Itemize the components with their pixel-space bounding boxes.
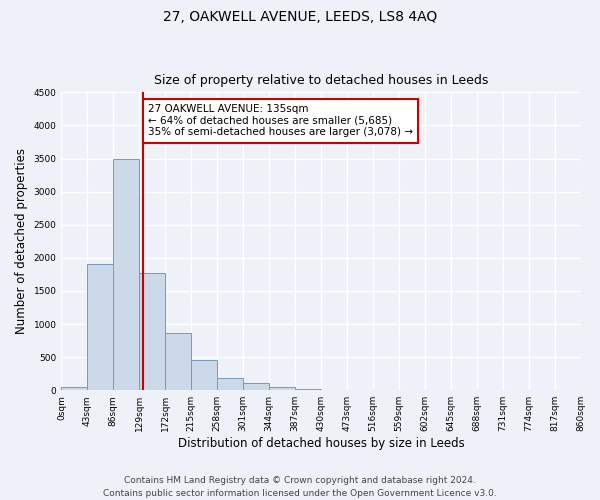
Text: 27 OAKWELL AVENUE: 135sqm
← 64% of detached houses are smaller (5,685)
35% of se: 27 OAKWELL AVENUE: 135sqm ← 64% of detac… bbox=[148, 104, 413, 138]
Bar bbox=[165, 332, 191, 390]
Bar bbox=[113, 158, 139, 390]
Y-axis label: Number of detached properties: Number of detached properties bbox=[15, 148, 28, 334]
Bar bbox=[243, 384, 269, 390]
Bar bbox=[88, 264, 113, 390]
Bar bbox=[295, 389, 321, 390]
X-axis label: Distribution of detached houses by size in Leeds: Distribution of detached houses by size … bbox=[178, 437, 464, 450]
Text: Contains HM Land Registry data © Crown copyright and database right 2024.
Contai: Contains HM Land Registry data © Crown c… bbox=[103, 476, 497, 498]
Text: 27, OAKWELL AVENUE, LEEDS, LS8 4AQ: 27, OAKWELL AVENUE, LEEDS, LS8 4AQ bbox=[163, 10, 437, 24]
Bar bbox=[269, 386, 295, 390]
Bar bbox=[217, 378, 243, 390]
Bar bbox=[139, 272, 165, 390]
Title: Size of property relative to detached houses in Leeds: Size of property relative to detached ho… bbox=[154, 74, 488, 87]
Bar bbox=[61, 387, 88, 390]
Bar bbox=[191, 360, 217, 390]
